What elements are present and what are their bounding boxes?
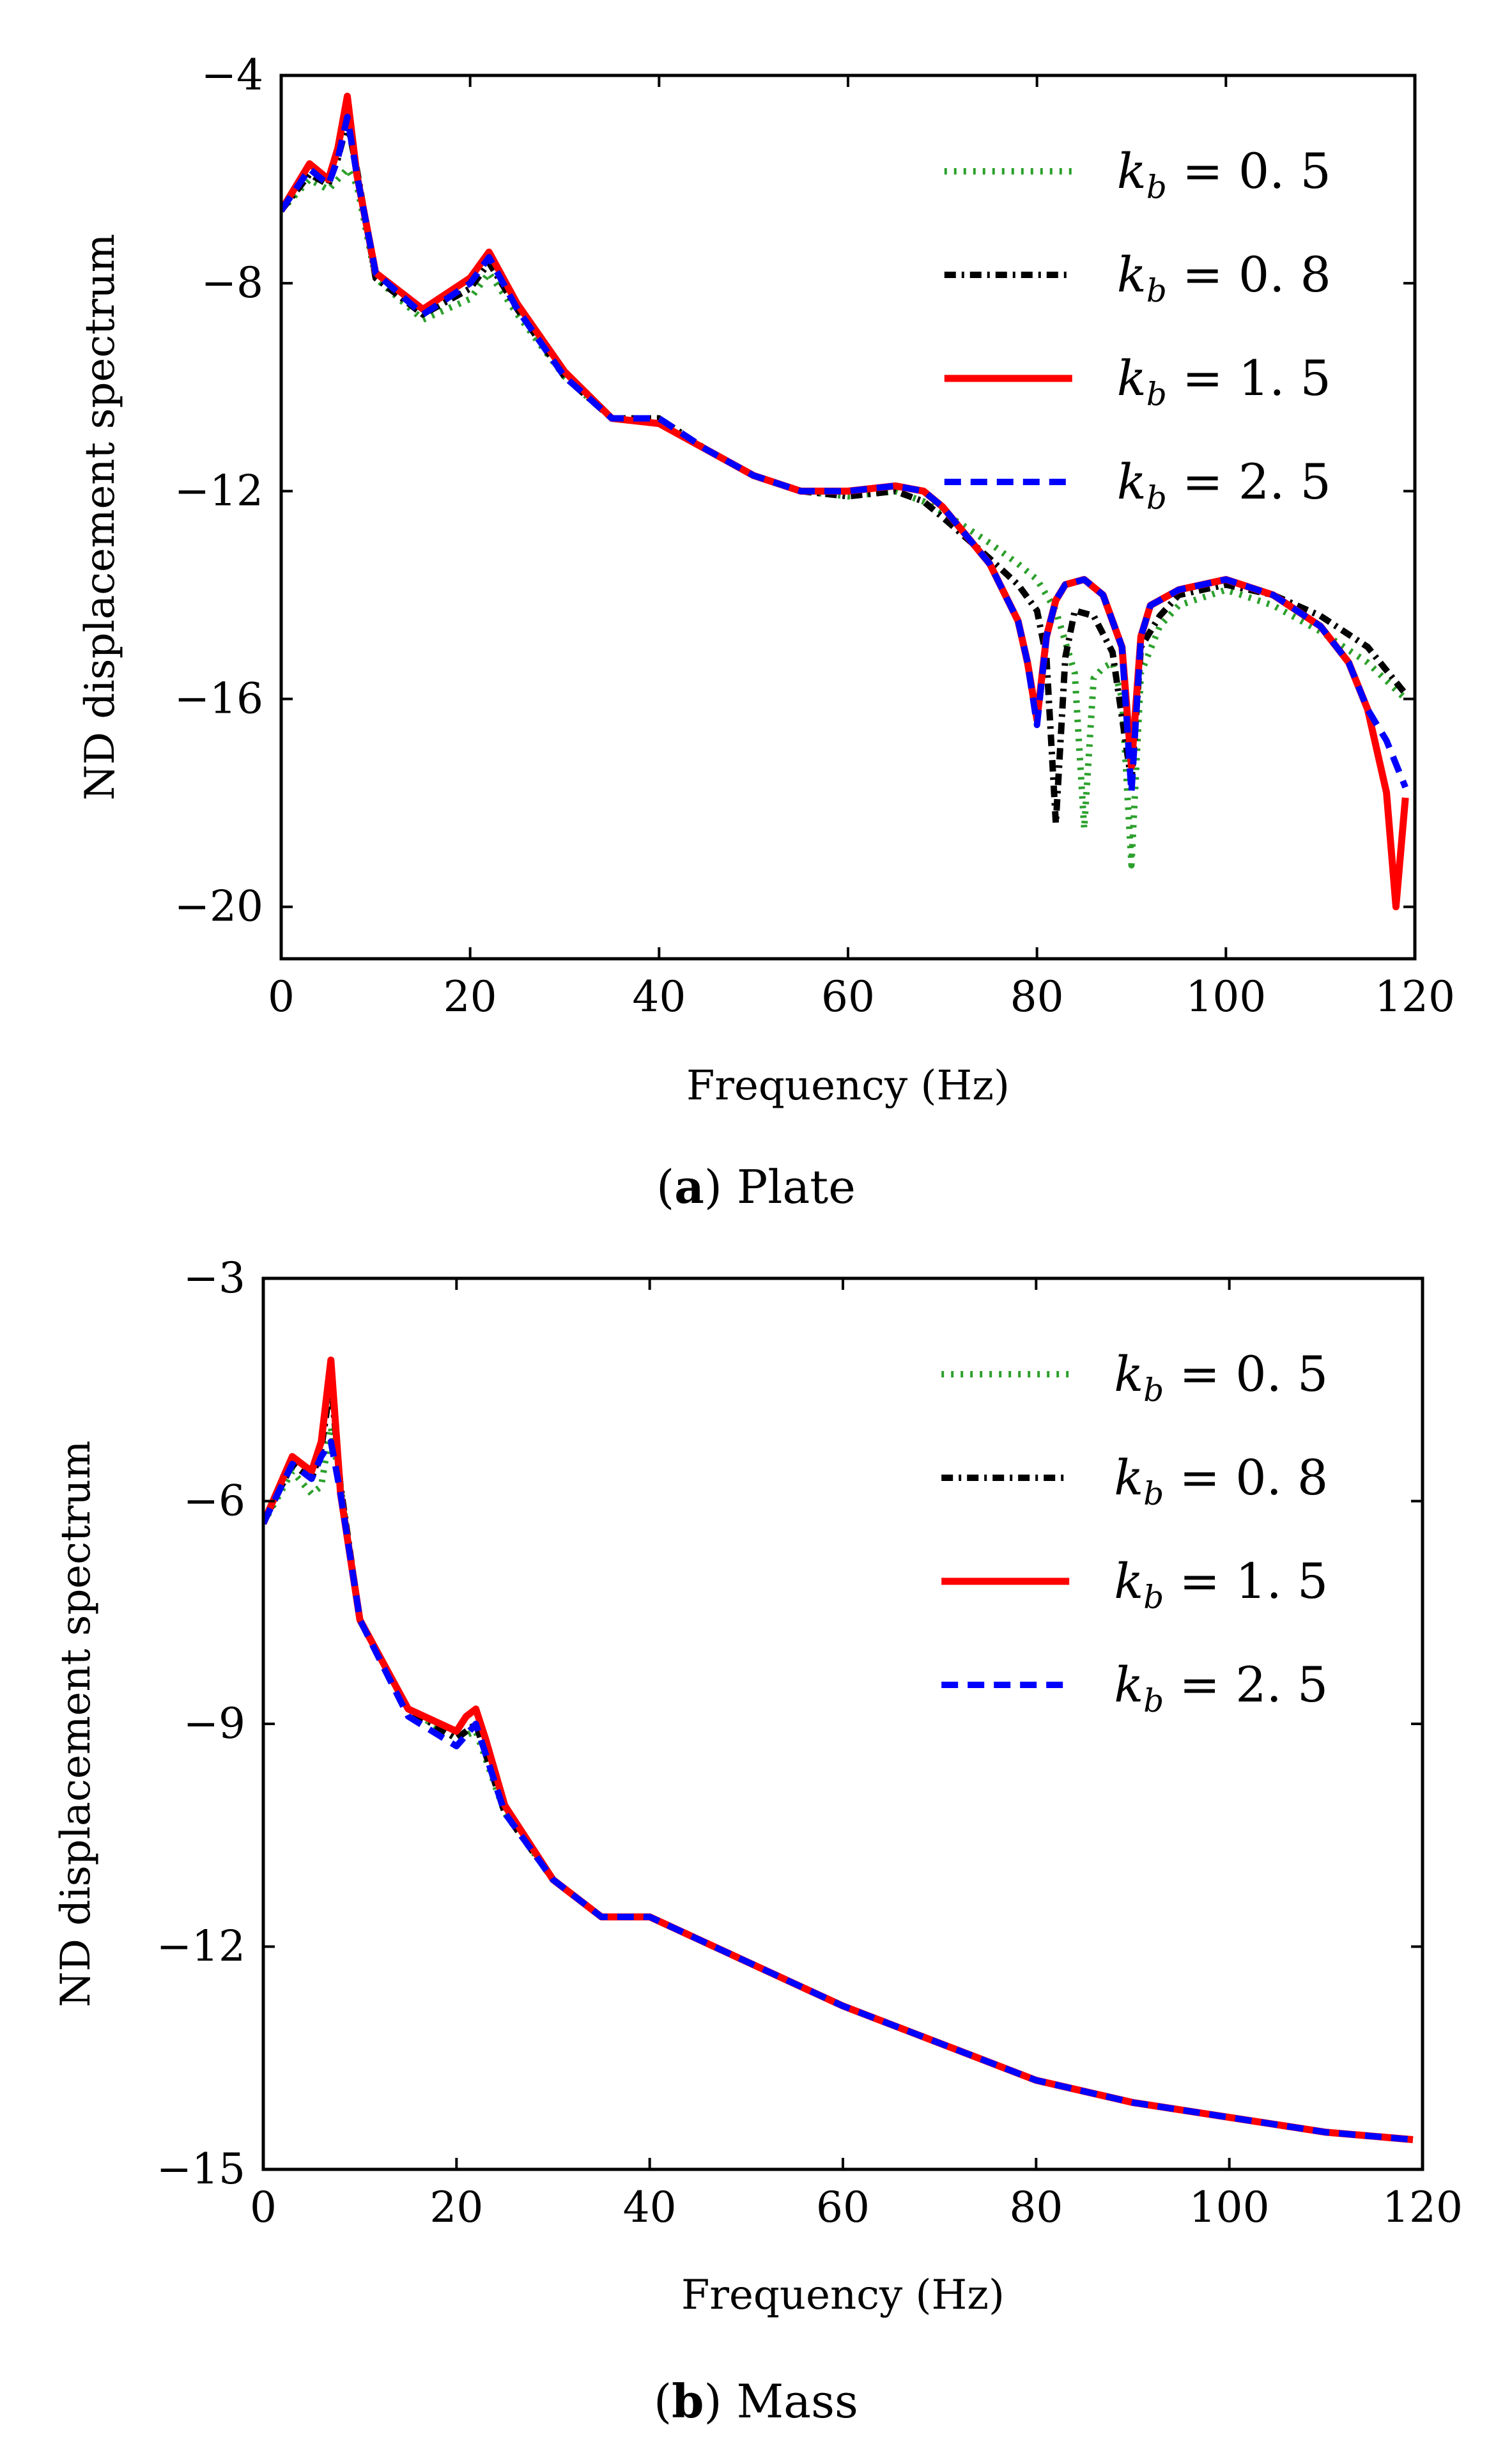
legend-label-var: k [1114,1449,1143,1506]
x-tick-label: 40 [623,2183,677,2232]
legend-label-value: = 2. 5 [1167,453,1331,510]
x-tick-label: 60 [816,2183,870,2232]
plot-frame [279,74,1417,961]
y-tick-label: −15 [157,2144,245,2194]
legend-label-sub: b [1146,376,1167,413]
x-tick-label: 0 [268,972,295,1021]
legend: kb = 0. 5kb = 0. 8kb = 1. 5kb = 2. 5 [941,1345,1328,1719]
legend-label: kb = 0. 8 [1114,1449,1328,1512]
x-tick-label: 0 [250,2183,277,2232]
legend-label-sub: b [1143,1372,1164,1409]
legend-label-sub: b [1143,1579,1164,1616]
series-group [263,1356,1414,2143]
series-group [281,93,1409,911]
series-line-25 [281,114,1408,796]
legend-label-var: k [1117,143,1146,199]
y-tick-label: −9 [183,1699,245,1748]
x-tick-label: 100 [1189,2183,1270,2232]
x-tick-label: 100 [1185,972,1266,1021]
legend-label-value: = 0. 5 [1167,143,1331,199]
x-tick-label: 60 [821,972,875,1021]
legend-label-var: k [1114,1656,1143,1713]
x-axis-title: Frequency (Hz) [686,1062,1010,1110]
series-line-25 [263,1438,1414,2143]
legend-label-sub: b [1146,479,1167,516]
legend-label: kb = 1. 5 [1117,350,1331,413]
y-tick-label: −6 [183,1477,245,1526]
x-tick-label: 20 [444,972,497,1021]
caption-letter: b [672,2374,704,2428]
legend-label: kb = 0. 5 [1114,1345,1328,1409]
legend-label-value: = 2. 5 [1164,1656,1328,1713]
y-tick-label: −3 [183,1253,245,1303]
legend-label-var: k [1117,246,1146,303]
y-tick-label: −4 [201,50,263,100]
x-axis-title: Frequency (Hz) [681,2272,1005,2319]
x-tick-label: 20 [429,2183,483,2232]
panel-a-plate: 0 20 40 60 80 100 120 −4 −8 −12 −16 −20 Frequency (H… [77,50,1455,1214]
legend-label-var: k [1114,1553,1143,1609]
legend-label: kb = 2. 5 [1117,453,1331,516]
legend-label-value: = 1. 5 [1167,350,1331,407]
legend-label-value: = 1. 5 [1164,1553,1328,1609]
legend-label-value: = 0. 8 [1164,1449,1328,1506]
x-tick-label: 80 [1010,972,1064,1021]
series-line-05 [263,1423,1414,2143]
y-tick-label: −12 [174,466,263,515]
y-axis-title: ND displacement spectrum [52,1441,100,2008]
legend-label-value: = 0. 8 [1167,246,1331,303]
panel-caption: (b) Mass [654,2374,858,2428]
legend-label: kb = 2. 5 [1114,1656,1328,1719]
legend-label-sub: b [1146,169,1167,206]
x-tick-label: 80 [1009,2183,1063,2232]
legend-label-sub: b [1143,1682,1164,1719]
legend-label-sub: b [1146,272,1167,309]
caption-text: Mass [736,2375,858,2428]
y-tick-label: −20 [174,882,263,931]
legend: kb = 0. 5kb = 0. 8kb = 1. 5kb = 2. 5 [944,143,1331,516]
legend-label: kb = 0. 8 [1117,246,1331,309]
legend-label: kb = 1. 5 [1114,1553,1328,1616]
panel-caption: (a) Plate [656,1159,856,1214]
x-tick-label: 120 [1375,972,1455,1021]
legend-label-var: k [1117,453,1146,510]
legend-label: kb = 0. 5 [1117,143,1331,206]
x-tick-label: 40 [632,972,686,1021]
legend-label-var: k [1117,350,1146,407]
caption-text: Plate [737,1160,856,1214]
y-axis-title: ND displacement spectrum [77,234,124,801]
legend-label-sub: b [1143,1475,1164,1512]
y-tick-label: −12 [157,1922,245,1971]
y-tick-label: −16 [174,674,263,724]
y-tick-label: −8 [201,258,263,307]
x-tick-label: 120 [1382,2183,1463,2232]
caption-letter: a [674,1159,704,1214]
legend-label-var: k [1114,1345,1143,1402]
legend-label-value: = 0. 5 [1164,1345,1328,1402]
panel-b-mass: 0 20 40 60 80 100 120 −3 −6 −9 −12 −15 Frequency (Hz… [52,1253,1463,2428]
